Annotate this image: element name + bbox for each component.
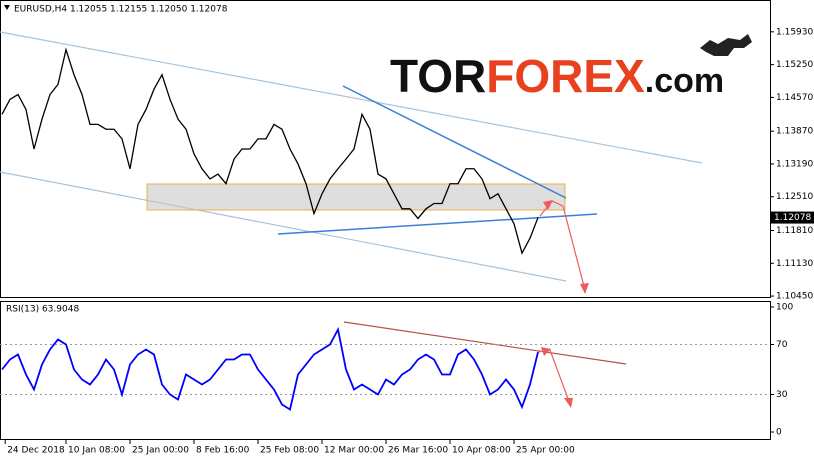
- y-tick-label: 1.11130: [776, 259, 813, 269]
- logo-part: .com: [645, 62, 724, 100]
- logo-icon: [700, 34, 752, 56]
- x-tick-label: 12 Mar 00:00: [324, 446, 384, 456]
- channel-line: [0, 31, 703, 164]
- trend-line: [277, 213, 598, 235]
- x-tick-label: 25 Feb 08:00: [260, 446, 319, 456]
- rsi-line: [1, 326, 539, 411]
- x-tick-label: 25 Jan 00:00: [132, 446, 189, 456]
- y-tick-label: 1.15930: [776, 27, 813, 37]
- arrow-head: [580, 283, 589, 294]
- last-price-label: 1.12078: [774, 213, 811, 223]
- arrow: [562, 205, 586, 291]
- y-tick-label: 1.11810: [776, 226, 813, 236]
- logo-part: FOREX: [486, 50, 645, 102]
- arrow: [537, 349, 571, 405]
- trend-line: [342, 85, 567, 199]
- y-tick-label: 100: [776, 303, 793, 313]
- rsi-trend-line: [343, 321, 627, 365]
- chart-title: EURUSD,H4 1.12055 1.12155 1.12050 1.1207…: [14, 5, 228, 15]
- rsi-pane: [0, 301, 771, 440]
- x-tick-label: 8 Feb 16:00: [196, 446, 250, 456]
- x-tick-label: 10 Apr 08:00: [452, 446, 511, 456]
- y-tick-label: 70: [776, 340, 788, 350]
- x-tick-label: 10 Jan 08:00: [68, 446, 125, 456]
- x-tick-label: 24 Dec 2018: [7, 446, 65, 456]
- arrow-head: [541, 347, 551, 356]
- y-tick-label: 1.13190: [776, 159, 813, 169]
- x-tick-label: 25 Apr 00:00: [516, 446, 575, 456]
- zone: [146, 183, 566, 211]
- arrow-head: [564, 398, 573, 408]
- y-tick-label: 1.15250: [776, 60, 813, 70]
- price-pane: [0, 0, 771, 298]
- y-tick-label: 1.13870: [776, 127, 813, 137]
- last-price-box: [771, 211, 814, 224]
- y-tick-label: 1.12510: [776, 192, 813, 202]
- logo: TORFOREX.com: [390, 50, 724, 102]
- y-tick-label: 1.14570: [776, 93, 813, 103]
- title-marker: [4, 5, 10, 10]
- price-line: [1, 47, 539, 255]
- y-tick-label: 0: [776, 428, 782, 438]
- arrow-head: [543, 200, 553, 210]
- logo-part: TOR: [390, 50, 486, 102]
- y-tick-label: 1.10450: [776, 292, 813, 302]
- y-tick-label: 30: [776, 390, 788, 400]
- x-tick-label: 26 Mar 16:00: [388, 446, 448, 456]
- channel-line: [0, 171, 567, 282]
- rsi-title: RSI(13) 63.9048: [6, 305, 79, 315]
